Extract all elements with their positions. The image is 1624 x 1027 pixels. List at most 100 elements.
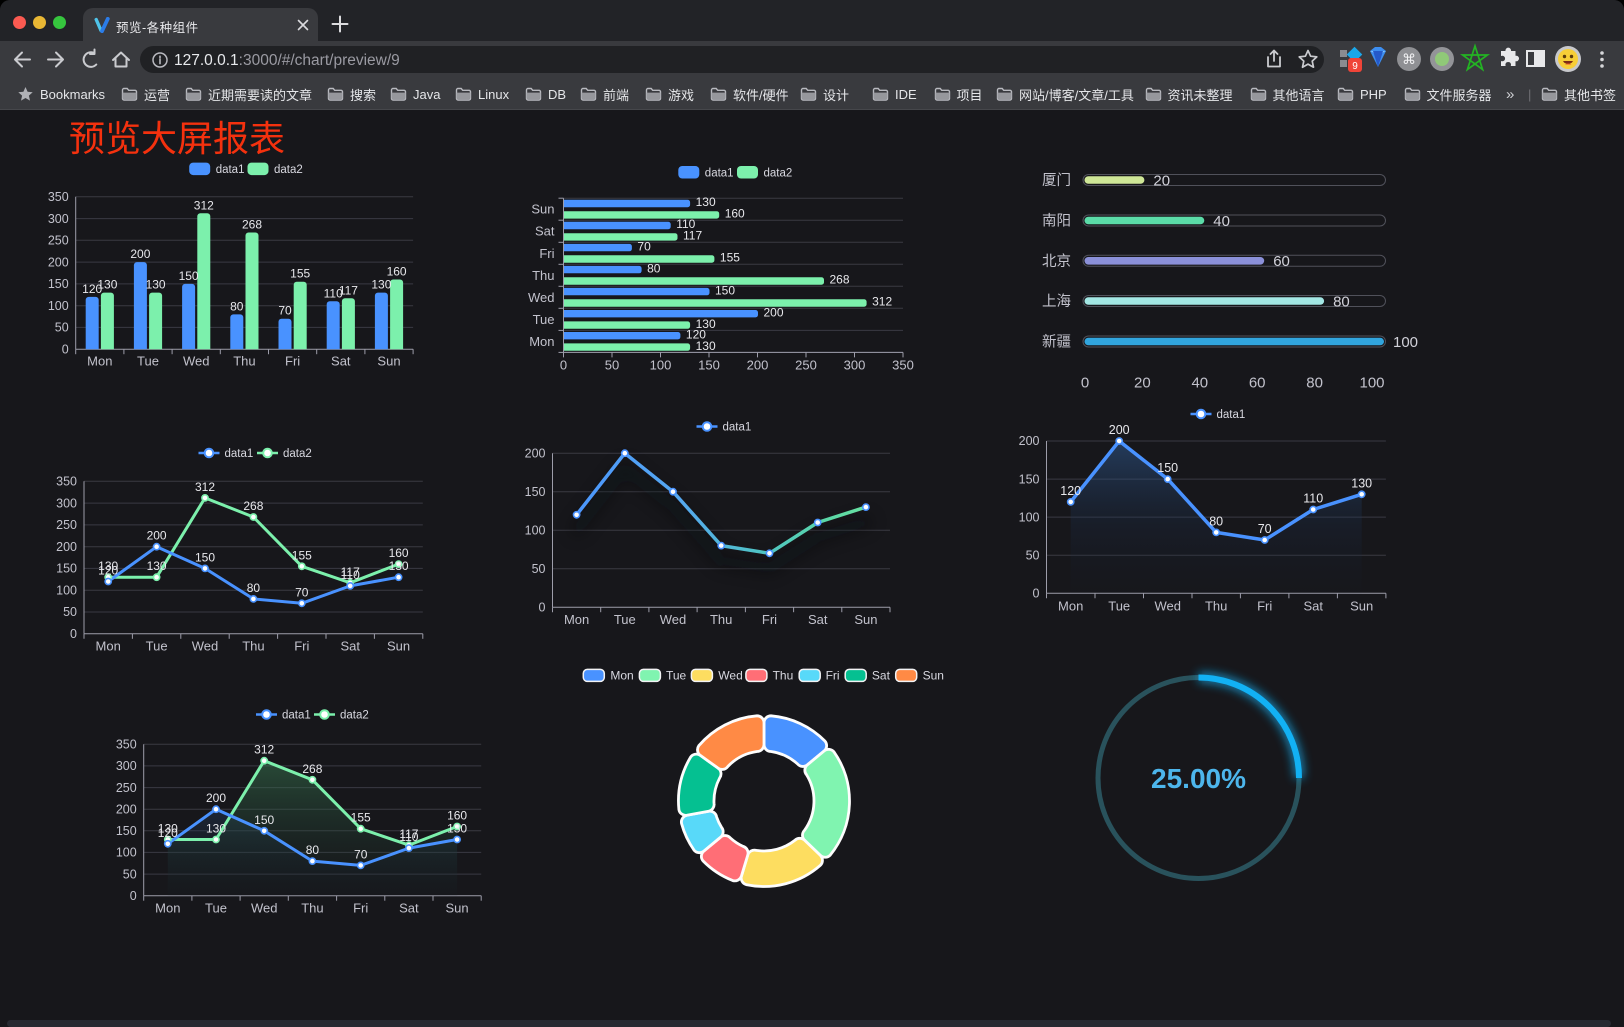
svg-text:130: 130 bbox=[1351, 476, 1372, 490]
svg-text:50: 50 bbox=[532, 562, 546, 576]
svg-text:100: 100 bbox=[1393, 334, 1418, 351]
svg-text:150: 150 bbox=[179, 269, 199, 283]
svg-text:250: 250 bbox=[56, 518, 77, 532]
svg-text:Sun: Sun bbox=[387, 638, 410, 653]
svg-text:80: 80 bbox=[647, 261, 661, 275]
svg-text:Tue: Tue bbox=[205, 901, 227, 916]
svg-text:155: 155 bbox=[720, 251, 740, 265]
svg-text:Sun: Sun bbox=[1350, 598, 1373, 613]
svg-text:150: 150 bbox=[195, 550, 215, 564]
svg-text:130: 130 bbox=[696, 317, 716, 331]
svg-text:150: 150 bbox=[48, 277, 69, 291]
svg-text:110: 110 bbox=[1303, 492, 1323, 506]
svg-text:100: 100 bbox=[56, 583, 77, 597]
svg-text:268: 268 bbox=[242, 218, 262, 232]
svg-text:117: 117 bbox=[399, 827, 418, 841]
svg-text:312: 312 bbox=[194, 198, 214, 212]
svg-text:50: 50 bbox=[1026, 548, 1040, 562]
svg-text:Sat: Sat bbox=[331, 354, 351, 369]
svg-text:Mon: Mon bbox=[1058, 598, 1083, 613]
svg-text:70: 70 bbox=[1258, 522, 1272, 536]
svg-text:厦门: 厦门 bbox=[1042, 172, 1071, 189]
svg-text:80: 80 bbox=[230, 299, 244, 313]
svg-text:155: 155 bbox=[290, 267, 310, 281]
svg-text:Wed: Wed bbox=[718, 669, 742, 683]
svg-text:150: 150 bbox=[698, 357, 720, 372]
svg-text:Tue: Tue bbox=[1108, 598, 1130, 613]
svg-text:data1: data1 bbox=[225, 448, 254, 460]
svg-text:0: 0 bbox=[1033, 587, 1040, 601]
svg-text:40: 40 bbox=[1191, 375, 1208, 392]
svg-text:data1: data1 bbox=[282, 710, 311, 722]
svg-text:120: 120 bbox=[98, 564, 118, 578]
svg-text:130: 130 bbox=[98, 559, 118, 573]
svg-text:300: 300 bbox=[116, 759, 137, 773]
svg-text:150: 150 bbox=[525, 485, 546, 499]
svg-text:Sat: Sat bbox=[1303, 598, 1323, 613]
svg-text:Thu: Thu bbox=[233, 354, 255, 369]
svg-text:150: 150 bbox=[56, 562, 77, 576]
svg-text:160: 160 bbox=[387, 265, 407, 279]
svg-text:200: 200 bbox=[747, 357, 769, 372]
svg-text:Sun: Sun bbox=[446, 901, 469, 916]
svg-text:Mon: Mon bbox=[96, 638, 121, 653]
svg-text:Fri: Fri bbox=[294, 638, 309, 653]
svg-text:160: 160 bbox=[725, 207, 745, 221]
svg-text:data1: data1 bbox=[216, 164, 245, 176]
svg-text:268: 268 bbox=[302, 762, 322, 776]
svg-text:Sun: Sun bbox=[531, 202, 554, 217]
svg-text:Sun: Sun bbox=[854, 612, 877, 627]
svg-text:data2: data2 bbox=[283, 448, 312, 460]
svg-text:200: 200 bbox=[206, 791, 226, 805]
svg-text:312: 312 bbox=[872, 295, 892, 309]
svg-text:新疆: 新疆 bbox=[1042, 334, 1071, 351]
svg-text:Thu: Thu bbox=[532, 268, 554, 283]
svg-text:130: 130 bbox=[371, 278, 391, 292]
svg-text:0: 0 bbox=[70, 627, 77, 641]
svg-text:Sat: Sat bbox=[340, 638, 360, 653]
svg-text:100: 100 bbox=[525, 523, 546, 537]
svg-text:350: 350 bbox=[56, 475, 77, 489]
svg-text:200: 200 bbox=[116, 802, 137, 816]
svg-text:70: 70 bbox=[278, 304, 292, 318]
svg-text:70: 70 bbox=[637, 239, 651, 253]
svg-text:120: 120 bbox=[686, 327, 706, 341]
svg-text:Sat: Sat bbox=[808, 612, 828, 627]
svg-text:150: 150 bbox=[715, 283, 735, 297]
svg-text:Sun: Sun bbox=[923, 669, 944, 683]
svg-text:130: 130 bbox=[158, 822, 178, 836]
svg-text:150: 150 bbox=[1157, 461, 1178, 475]
svg-text:120: 120 bbox=[158, 826, 178, 840]
svg-text:Fri: Fri bbox=[826, 669, 840, 683]
svg-text:50: 50 bbox=[55, 321, 69, 335]
svg-text:data1: data1 bbox=[1217, 409, 1246, 421]
svg-text:130: 130 bbox=[696, 339, 716, 353]
svg-text:Mon: Mon bbox=[529, 334, 554, 349]
svg-text:350: 350 bbox=[48, 190, 69, 204]
svg-text:250: 250 bbox=[795, 357, 817, 372]
svg-text:100: 100 bbox=[650, 357, 672, 372]
svg-text:data2: data2 bbox=[340, 710, 369, 722]
svg-text:Mon: Mon bbox=[155, 901, 180, 916]
svg-text:312: 312 bbox=[195, 480, 215, 494]
svg-text:Wed: Wed bbox=[183, 354, 210, 369]
svg-text:150: 150 bbox=[1019, 472, 1040, 486]
svg-text:100: 100 bbox=[116, 846, 137, 860]
svg-text:50: 50 bbox=[63, 605, 77, 619]
svg-text:0: 0 bbox=[560, 357, 567, 372]
svg-text:70: 70 bbox=[295, 585, 309, 599]
svg-text:350: 350 bbox=[892, 357, 914, 372]
svg-text:Thu: Thu bbox=[1205, 598, 1227, 613]
svg-text:150: 150 bbox=[254, 813, 274, 827]
svg-text:110: 110 bbox=[399, 830, 418, 844]
svg-text:80: 80 bbox=[1333, 293, 1350, 310]
svg-text:130: 130 bbox=[97, 278, 117, 292]
svg-text:268: 268 bbox=[243, 499, 263, 513]
svg-text:200: 200 bbox=[764, 305, 784, 319]
svg-text:200: 200 bbox=[525, 446, 546, 460]
svg-text:Sun: Sun bbox=[377, 354, 400, 369]
svg-text:100: 100 bbox=[48, 299, 69, 313]
svg-text:Wed: Wed bbox=[528, 290, 555, 305]
svg-text:Thu: Thu bbox=[301, 901, 323, 916]
svg-text:120: 120 bbox=[82, 282, 102, 296]
